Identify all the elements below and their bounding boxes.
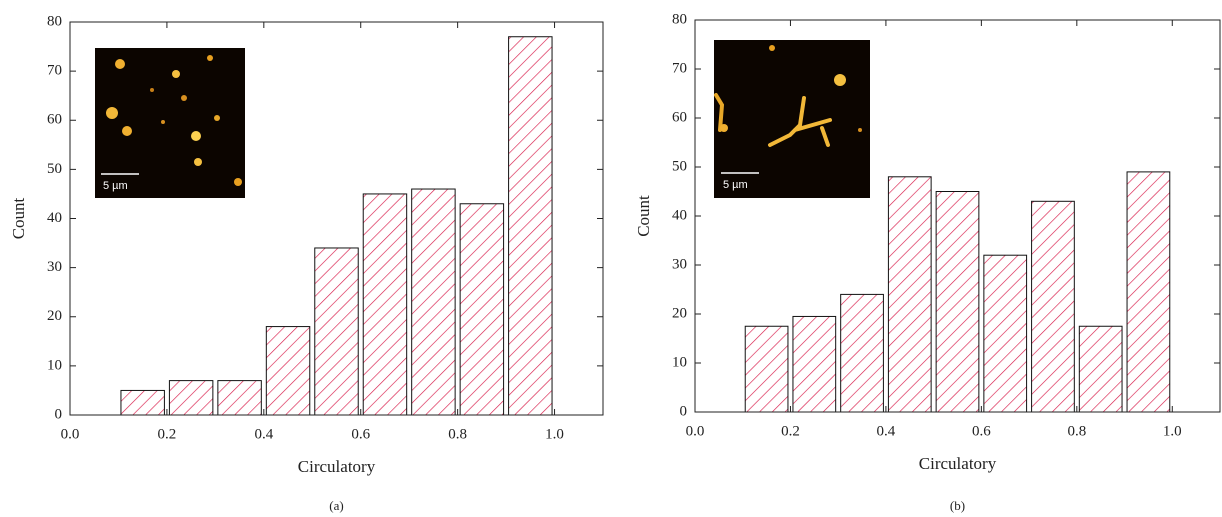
y-tick-label: 10	[47, 357, 62, 373]
y-tick-label: 60	[47, 112, 62, 128]
bar	[217, 380, 262, 416]
scale-label: 5 µm	[723, 179, 748, 191]
x-tick-label: 0.8	[448, 426, 467, 442]
x-tick-label: 0.0	[61, 426, 80, 442]
bar	[792, 315, 837, 413]
y-tick-label: 50	[47, 161, 62, 177]
inset-image: 5 µm	[95, 48, 245, 198]
y-tick-label: 70	[47, 63, 62, 79]
y-tick-label: 30	[47, 259, 62, 275]
bar	[362, 193, 408, 416]
y-tick-label: 80	[672, 11, 687, 27]
x-tick-label: 0.2	[781, 423, 800, 439]
y-tick-label: 40	[47, 210, 62, 226]
bar	[411, 188, 456, 416]
subtitle: (a)	[329, 498, 343, 513]
y-tick-label: 0	[680, 403, 688, 419]
bar	[120, 389, 165, 416]
bar	[983, 254, 1028, 413]
y-tick-label: 70	[672, 60, 687, 76]
y-axis-label: Count	[9, 197, 28, 239]
bar	[744, 325, 789, 413]
x-tick-label: 0.8	[1067, 423, 1086, 439]
x-tick-label: 0.4	[877, 423, 896, 439]
y-tick-label: 40	[672, 207, 687, 223]
x-tick-label: 1.0	[545, 426, 564, 442]
bar	[265, 326, 311, 416]
y-tick-label: 30	[672, 256, 687, 272]
bar	[935, 191, 980, 413]
y-tick-label: 80	[47, 13, 62, 29]
y-tick-label: 20	[47, 308, 62, 324]
x-tick-label: 0.6	[351, 426, 370, 442]
y-tick-label: 50	[672, 158, 687, 174]
x-tick-label: 1.0	[1163, 423, 1182, 439]
y-tick-label: 20	[672, 305, 687, 321]
bar	[1078, 325, 1123, 413]
subtitle: (b)	[950, 498, 965, 513]
x-tick-label: 0.0	[686, 423, 705, 439]
y-axis-label: Count	[634, 195, 653, 237]
bar	[840, 293, 884, 413]
x-tick-label: 0.6	[972, 423, 991, 439]
bar	[459, 203, 505, 416]
bar	[314, 247, 359, 416]
y-tick-label: 0	[55, 406, 63, 422]
x-axis-label: Circulatory	[919, 454, 997, 473]
bar	[508, 36, 553, 416]
bar	[1031, 200, 1075, 413]
y-tick-label: 60	[672, 109, 687, 125]
inset-image: 5 µm	[714, 40, 870, 198]
x-axis-label: Circulatory	[298, 457, 376, 476]
x-tick-label: 0.4	[254, 426, 273, 442]
y-tick-label: 10	[672, 354, 687, 370]
bar	[1126, 171, 1171, 413]
x-tick-label: 0.2	[158, 426, 177, 442]
scale-label: 5 µm	[103, 180, 128, 192]
bar	[887, 176, 932, 413]
bar	[168, 380, 214, 416]
